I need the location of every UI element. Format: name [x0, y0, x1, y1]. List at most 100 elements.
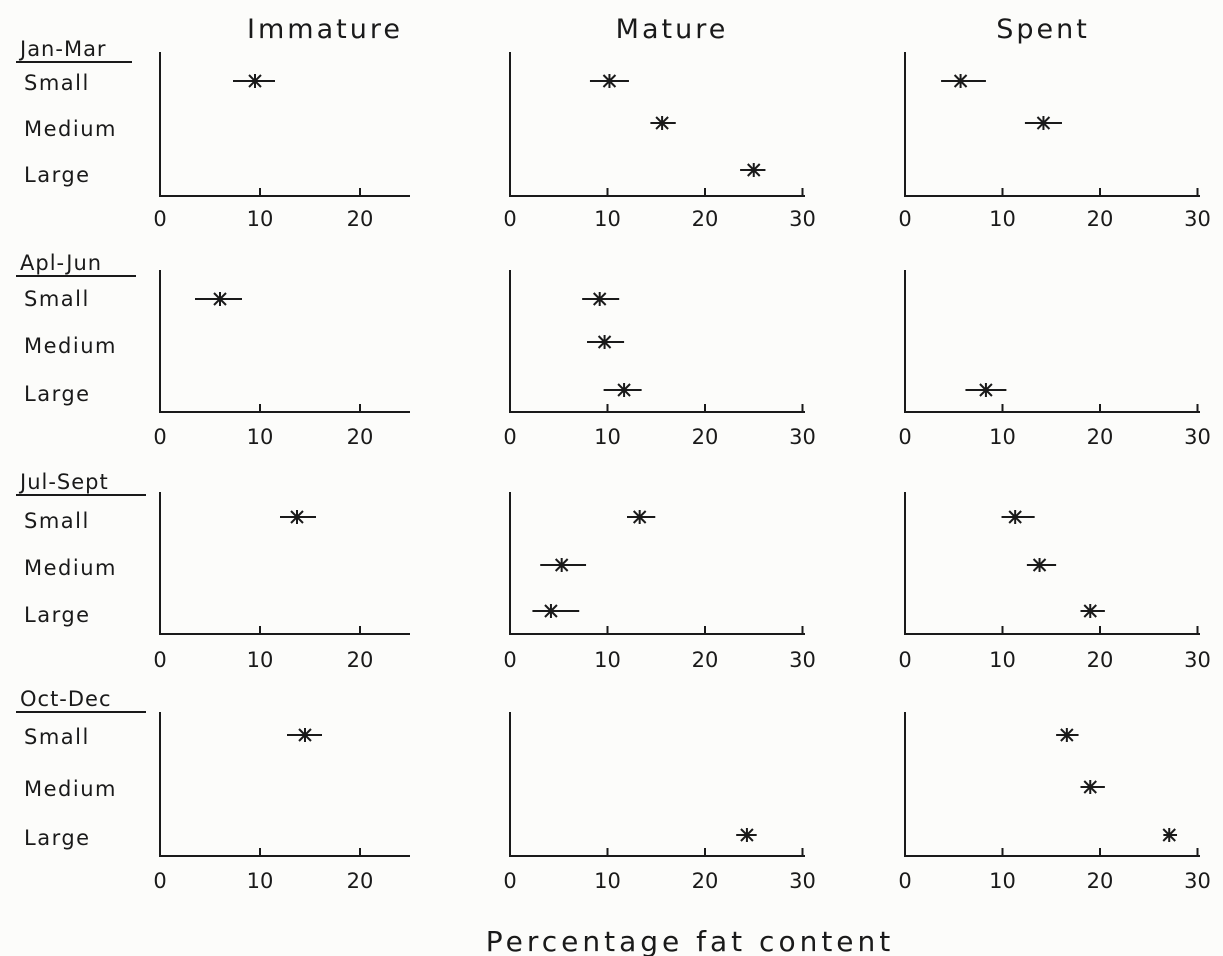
data-point-small: [627, 510, 656, 524]
x-tick-label: 0: [898, 207, 911, 231]
season-row-oct-dec: Oct-Dec Small Medium Large: [16, 687, 146, 850]
data-point-large: [1080, 604, 1105, 618]
data-point-medium: [587, 335, 625, 349]
asterisk-marker: [655, 116, 669, 130]
size-label-medium: Medium: [24, 556, 117, 580]
size-label-large: Large: [24, 382, 91, 406]
data-point-large: [965, 383, 1007, 397]
season-label: Apl-Jun: [20, 251, 102, 275]
panel-apl-jun-immature: 0 10 20: [153, 270, 410, 449]
panel-axes: [904, 270, 1200, 413]
asterisk-marker: [602, 74, 617, 88]
x-tick-label: 20: [347, 869, 374, 893]
panel-axes: [159, 712, 410, 857]
season-label: Jan-Mar: [18, 37, 107, 61]
x-tick-label: 20: [692, 869, 719, 893]
x-tick-label: 20: [347, 648, 374, 672]
data-point-small: [582, 292, 620, 306]
x-tick-label: 30: [1184, 648, 1211, 672]
column-titles: Immature Mature Spent: [247, 14, 1090, 45]
data-point-small: [941, 74, 986, 88]
x-tick-label: 30: [789, 207, 816, 231]
x-tick-label: 10: [989, 207, 1016, 231]
x-tick-label: 0: [503, 425, 516, 449]
panel-oct-dec-spent: 0 10 20 30: [898, 712, 1211, 893]
season-row-jul-sept: Jul-Sept Small Medium Large: [16, 470, 146, 627]
asterisk-marker: [290, 510, 304, 524]
data-point-large: [532, 604, 580, 618]
panel-axes: [159, 492, 410, 635]
x-tick-label: 20: [692, 425, 719, 449]
asterisk-marker: [554, 558, 569, 572]
data-point-small: [280, 510, 316, 524]
x-tick-label: 10: [247, 648, 274, 672]
column-title-immature: Immature: [247, 14, 403, 45]
x-tick-label: 0: [898, 648, 911, 672]
data-point-small: [1056, 728, 1079, 742]
asterisk-marker: [1032, 558, 1047, 572]
panel-jul-sept-spent: 0 10 20 30: [898, 492, 1211, 672]
panel-axes: [904, 492, 1200, 635]
size-label-medium: Medium: [24, 334, 117, 358]
x-tick-label: 10: [594, 869, 621, 893]
x-tick-label: 10: [247, 425, 274, 449]
panel-axes: [509, 52, 805, 197]
x-tick-label: 20: [1087, 648, 1114, 672]
panel-axes: [159, 270, 410, 413]
size-label-medium: Medium: [24, 777, 117, 801]
panel-axes: [509, 712, 805, 857]
panel-jul-sept-mature: 0 10 20 30: [503, 492, 816, 672]
data-point-large: [1162, 828, 1178, 842]
size-label-small: Small: [24, 725, 90, 749]
data-point-medium: [540, 558, 587, 572]
size-label-medium: Medium: [24, 117, 117, 141]
data-point-large: [603, 383, 642, 397]
x-tick-label: 20: [1087, 207, 1114, 231]
x-tick-label: 10: [594, 648, 621, 672]
data-point-medium: [1026, 558, 1057, 572]
x-tick-label: 30: [789, 425, 816, 449]
size-label-large: Large: [24, 826, 91, 850]
x-tick-label: 20: [692, 207, 719, 231]
panel-oct-dec-mature: 0 10 20 30: [503, 712, 816, 893]
panel-axes: [904, 712, 1200, 857]
x-tick-label: 30: [1184, 425, 1211, 449]
asterisk-marker: [1060, 728, 1074, 742]
asterisk-marker: [544, 604, 558, 618]
size-label-small: Small: [24, 71, 90, 95]
x-tick-label: 0: [898, 869, 911, 893]
x-tick-label: 10: [989, 869, 1016, 893]
x-tick-label: 0: [503, 648, 516, 672]
size-label-small: Small: [24, 287, 90, 311]
data-point-small: [589, 74, 629, 88]
x-tick-label: 0: [153, 207, 166, 231]
season-rows: Jan-Mar Small Medium Large Apl-Jun Small Mediu…: [16, 37, 146, 850]
asterisk-marker: [979, 383, 993, 397]
column-title-spent: Spent: [996, 14, 1090, 45]
x-tick-label: 0: [153, 869, 166, 893]
asterisk-marker: [1008, 510, 1022, 524]
x-tick-label: 30: [789, 869, 816, 893]
x-axis-label: Percentage fat content: [486, 925, 895, 956]
data-point-large: [736, 828, 757, 842]
data-point-medium: [1080, 780, 1105, 794]
asterisk-marker: [1162, 828, 1176, 842]
x-tick-label: 30: [1184, 207, 1211, 231]
asterisk-marker: [632, 510, 647, 524]
panels: 0 10 20 0 10 20 30 0 10 20 30 0 10 20 0 10 20 30 0 10 20 30 0 1…: [153, 52, 1211, 893]
asterisk-marker: [248, 74, 262, 88]
data-point-large: [740, 163, 766, 177]
x-tick-label: 20: [1087, 869, 1114, 893]
asterisk-marker: [592, 292, 607, 306]
x-tick-label: 10: [989, 425, 1016, 449]
panel-oct-dec-immature: 0 10 20: [153, 712, 410, 893]
x-tick-label: 20: [347, 425, 374, 449]
panel-axes: [904, 52, 1200, 197]
x-tick-label: 10: [247, 869, 274, 893]
asterisk-marker: [747, 163, 761, 177]
x-tick-label: 20: [692, 648, 719, 672]
x-tick-label: 30: [789, 648, 816, 672]
panel-axes: [509, 270, 805, 413]
panel-jan-mar-spent: 0 10 20 30: [898, 52, 1211, 231]
